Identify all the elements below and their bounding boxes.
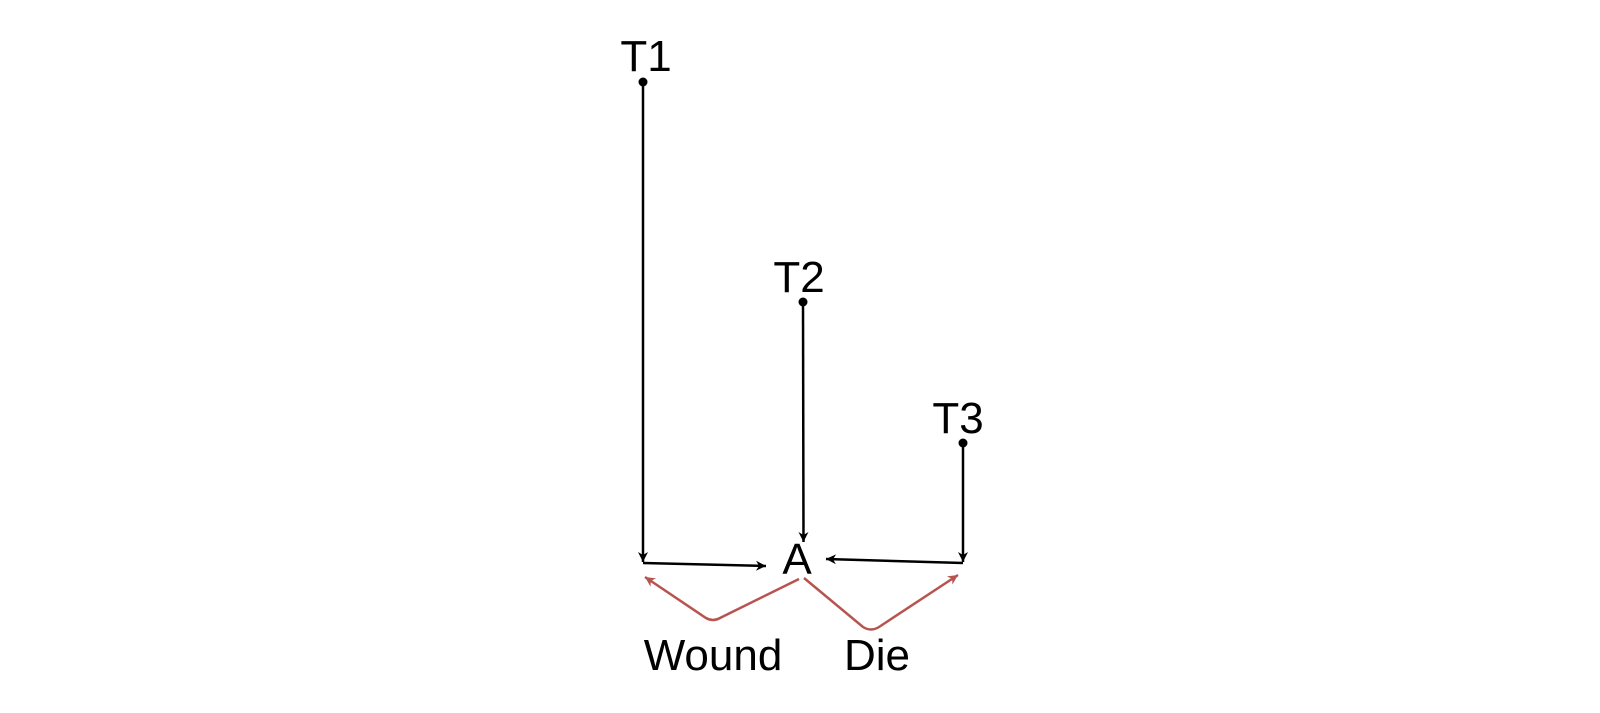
die-label: Die [844,631,910,680]
t2-down-arrow [798,301,809,543]
wound-label: Wound [644,631,783,680]
node-t2-label: T2 [773,253,824,302]
die-arrow [803,573,959,631]
t1-to-a-arrow [642,560,767,571]
node-t1-label: T1 [620,32,671,81]
node-a-label: A [782,535,812,584]
wound-arrow [644,575,800,622]
node-t3-label: T3 [932,394,983,443]
t3-to-a-arrow [825,554,964,565]
